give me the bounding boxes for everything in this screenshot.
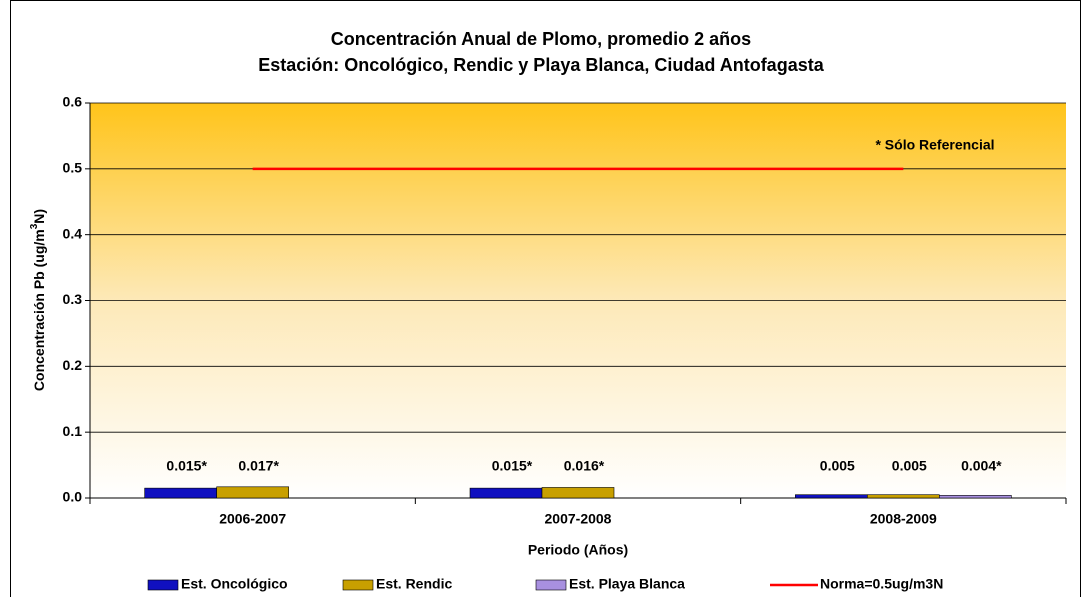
bar (867, 494, 940, 499)
legend-swatch (147, 579, 179, 591)
y-tick-label: 0.5 (63, 160, 83, 176)
y-tick-label: 0.3 (63, 291, 83, 307)
value-label: 0.015* (492, 458, 533, 474)
value-label: 0.016* (564, 458, 605, 474)
bar (144, 487, 217, 499)
value-label: 0.005 (820, 458, 855, 474)
value-label: 0.017* (238, 458, 279, 474)
bar (939, 495, 1012, 499)
bar (795, 494, 868, 499)
legend-swatch (342, 579, 374, 591)
y-axis-label-part: N) (31, 209, 47, 224)
legend-label: Est. Playa Blanca (569, 576, 685, 592)
legend-label: Est. Rendic (376, 576, 452, 592)
chart-title: Concentración Anual de Plomo, promedio 2… (331, 29, 751, 49)
annotation: * Sólo Referencial (875, 137, 994, 153)
chart-subtitle: Estación: Oncológico, Rendic y Playa Bla… (258, 55, 824, 75)
legend-swatch (535, 579, 567, 591)
y-axis-label: Concentración Pb (ug/m3N) (29, 209, 47, 391)
y-tick-label: 0.1 (63, 423, 83, 439)
legend-label: Norma=0.5ug/m3N (820, 576, 943, 592)
value-label: 0.004* (961, 458, 1002, 474)
y-axis-label-part: Concentración Pb (ug/m (31, 229, 47, 391)
y-tick-label: 0.6 (63, 94, 83, 110)
x-tick-label: 2006-2007 (219, 511, 286, 527)
bar (216, 486, 289, 499)
y-tick-label: 0.4 (63, 225, 83, 241)
y-tick-label: 0.0 (63, 489, 83, 505)
legend-label: Est. Oncológico (181, 576, 288, 592)
y-tick-label: 0.2 (63, 357, 83, 373)
y-axis-label-sup: 3 (29, 223, 40, 229)
x-axis-label: Periodo (Años) (528, 542, 628, 558)
value-label: 0.015* (166, 458, 207, 474)
bar (469, 487, 543, 499)
value-label: 0.005 (892, 458, 927, 474)
bar (541, 487, 615, 499)
x-tick-label: 2007-2008 (545, 511, 612, 527)
x-tick-label: 2008-2009 (870, 511, 937, 527)
